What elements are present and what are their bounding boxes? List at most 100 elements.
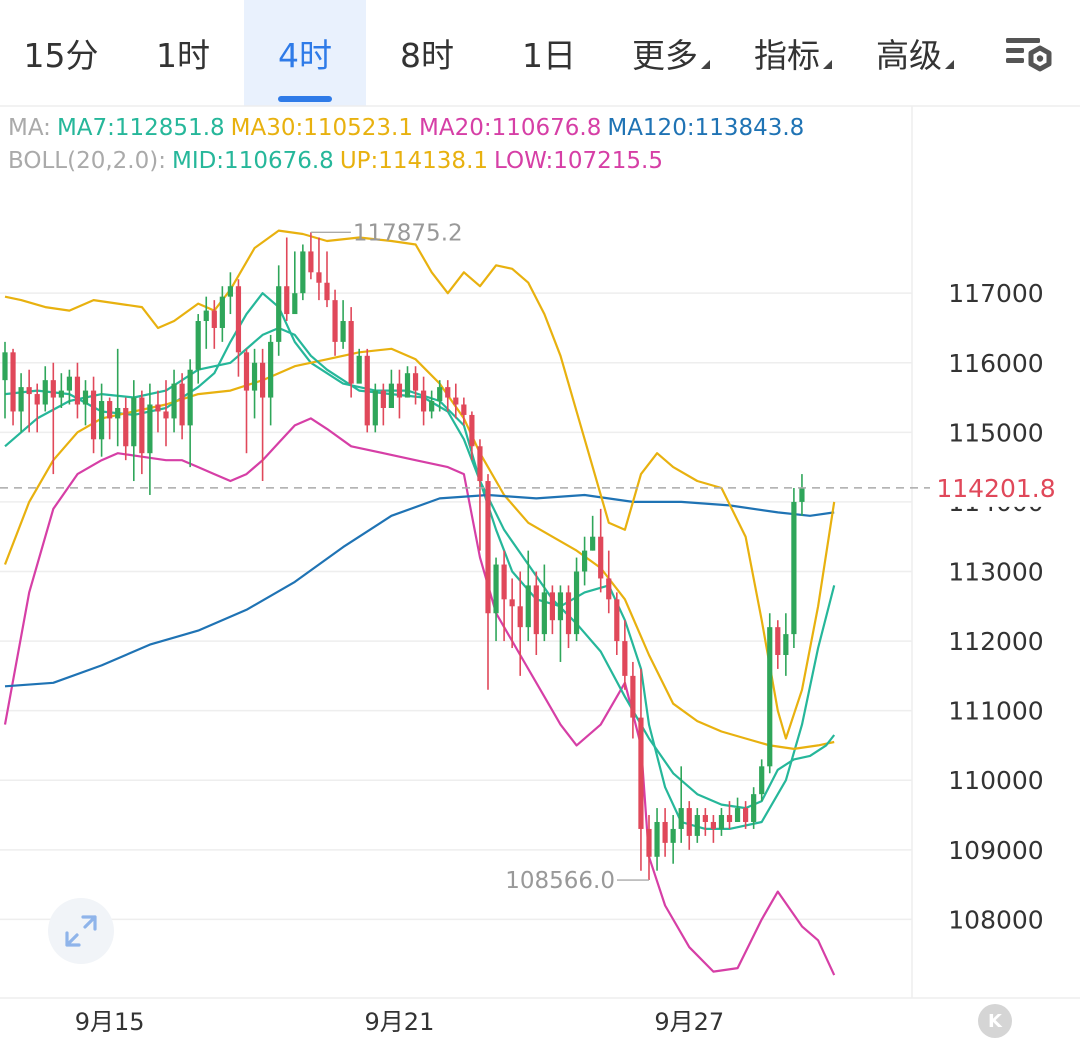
candle (710, 815, 716, 843)
tab-7[interactable]: 高级 (854, 0, 976, 106)
y-tick-label: 112000 (948, 627, 1043, 656)
candle (74, 362, 81, 419)
tab-label: 高级 (876, 36, 942, 75)
double-chevron-right-icon: K (988, 1010, 1002, 1032)
candle (10, 348, 16, 426)
candle-body (606, 578, 612, 600)
candle-body (541, 592, 547, 635)
x-tick-label: 9月27 (654, 1008, 724, 1036)
candle (557, 585, 564, 662)
candle (791, 488, 797, 649)
candle (131, 380, 137, 482)
candle-body (573, 571, 580, 635)
tab-0[interactable]: 15分 (0, 0, 122, 106)
candle-body (421, 390, 427, 412)
candle-body (388, 383, 394, 408)
candle-body (364, 355, 370, 426)
tab-2[interactable]: 4时 (244, 0, 366, 106)
candle (332, 289, 338, 356)
candle-body (646, 828, 652, 857)
candle-body (147, 404, 153, 454)
candle-body (90, 390, 97, 440)
candle (662, 808, 668, 857)
tab-label: 1时 (156, 36, 210, 75)
ma7-value: MA7:112851.8 (56, 115, 225, 141)
boll-mid-value: MID:110676.8 (171, 148, 334, 174)
candle-body (131, 397, 137, 447)
candle-body (356, 355, 362, 384)
candle (517, 571, 523, 676)
candle (171, 369, 177, 433)
candle (58, 373, 64, 408)
y-tick-label: 110000 (948, 766, 1043, 795)
min-price-label: 108566.0 (505, 868, 615, 894)
candle-body (453, 397, 459, 405)
candle-body (235, 286, 242, 353)
candle (2, 341, 8, 419)
candle-body (485, 481, 491, 614)
y-tick-label: 108000 (948, 905, 1043, 934)
candle (211, 300, 217, 349)
candle-body (469, 414, 475, 447)
candle-body (171, 383, 177, 419)
candle-body (726, 815, 733, 822)
expand-button[interactable] (48, 898, 114, 964)
candle (590, 515, 596, 551)
current-price-badge (930, 468, 1060, 507)
candle (380, 383, 386, 426)
candle (187, 359, 193, 468)
candle-body (598, 536, 604, 579)
candle (276, 265, 282, 356)
candle-body (710, 821, 716, 829)
candle-body (372, 390, 378, 426)
candle-body (638, 717, 644, 829)
candle (195, 314, 201, 384)
candle-body (163, 411, 169, 419)
candle-body (187, 369, 193, 426)
candle (300, 244, 306, 301)
candle (622, 620, 628, 690)
candle-body (718, 815, 725, 829)
boll-low-value: LOW:107215.5 (494, 148, 664, 174)
candle (670, 815, 676, 864)
candle (549, 585, 555, 635)
tab-6[interactable]: 指标 (732, 0, 854, 106)
candle-body (211, 310, 217, 328)
y-tick-label: 117000 (948, 279, 1043, 308)
candle (372, 383, 378, 433)
candle-body (300, 251, 306, 294)
candle-body (493, 564, 499, 614)
chart-settings-icon[interactable] (1000, 34, 1056, 78)
candles (2, 232, 805, 881)
candle-body (791, 501, 797, 635)
candle-body (179, 383, 185, 426)
candle-body (533, 585, 539, 635)
candle (66, 369, 72, 405)
candle (388, 369, 394, 408)
x-tick-label: 9月21 (365, 1008, 435, 1036)
candle-body (203, 310, 209, 322)
candle (445, 380, 451, 412)
series-line-ma7 (4, 292, 836, 830)
candle (18, 373, 24, 433)
tab-5[interactable]: 更多 (610, 0, 732, 106)
candle-body (115, 407, 121, 419)
series-line-ma20 (3, 417, 836, 976)
tab-1[interactable]: 1时 (122, 0, 244, 106)
candle-body (614, 599, 620, 642)
candle-body (123, 407, 129, 447)
candle (654, 808, 660, 871)
candle-body (50, 380, 56, 398)
series-line-boll-up (4, 229, 836, 740)
active-tab-indicator (278, 96, 332, 102)
candle-body (590, 536, 596, 551)
tab-3[interactable]: 8时 (366, 0, 488, 106)
tab-4[interactable]: 1日 (488, 0, 610, 106)
candle (501, 550, 507, 642)
candle-body (582, 550, 588, 572)
candle (340, 300, 346, 349)
indicator-legend: MA: MA7:112851.8 MA30:110523.1 MA20:110676.… (8, 112, 810, 178)
scroll-to-latest-button[interactable]: K (978, 1004, 1012, 1038)
candle (429, 390, 435, 419)
